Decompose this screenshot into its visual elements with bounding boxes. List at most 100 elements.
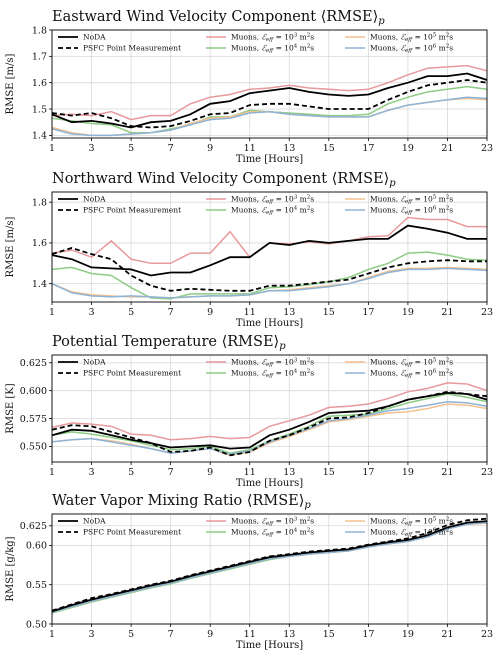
legend-label-psfc: PSFC Point Measurement: [83, 206, 181, 215]
chart-title-subscript: p: [389, 178, 396, 189]
legend: NoDA PSFC Point Measurement Muons, ℰeff = …: [58, 358, 453, 380]
x-tick-label: 13: [283, 629, 295, 640]
series-line-psfc: [52, 390, 487, 457]
x-tick-label: 21: [441, 307, 453, 318]
y-tick-label: 0.625: [20, 358, 47, 369]
x-tick-label: 21: [441, 467, 453, 478]
x-tick-label: 5: [128, 307, 134, 318]
x-tick-label: 3: [89, 143, 95, 154]
x-tick-label: 11: [244, 143, 256, 154]
chart-title-subscript: p: [279, 341, 286, 352]
y-tick-label: 1.4: [32, 279, 47, 290]
chart-panel-4: Water Vapor Mixing Ratio ⟨RMSE⟩p1 3 5 7 9 11 1…: [5, 493, 493, 651]
legend-label-muons_1e6: Muons, ℰeff = 106 m2s: [370, 44, 453, 55]
series-line-muons_1e3: [52, 64, 487, 121]
series-line-muons_1e4: [52, 393, 487, 454]
series-line-muons_1e5: [52, 97, 487, 137]
y-axis-label: RMSE [g/kg]: [5, 536, 16, 601]
series-line-muons_1e3: [52, 216, 487, 265]
chart-panel-3: Potential Temperature ⟨RMSE⟩p1 3 5 7 9 11 13 15…: [5, 334, 493, 489]
series-line-muons_1e6: [52, 267, 487, 299]
y-tick-label: 0.575: [20, 414, 47, 425]
legend-label-muons_1e5: Muons, ℰeff = 105 m2s: [370, 33, 453, 44]
x-tick-label: 19: [402, 143, 414, 154]
series-line-muons_1e3: [52, 382, 487, 441]
legend-label-muons_1e3: Muons, ℰeff = 103 m2s: [231, 517, 314, 528]
chart-panel-2: Northward Wind Velocity Component ⟨RMSE⟩…: [5, 171, 493, 329]
x-tick-label: 11: [244, 307, 256, 318]
series-line-noda: [52, 520, 487, 613]
legend-label-noda: NoDA: [83, 33, 106, 42]
series-line-muons_1e5: [52, 403, 487, 457]
x-tick-label: 7: [168, 307, 174, 318]
x-tick-label: 21: [441, 143, 453, 154]
legend-label-muons_1e4: Muons, ℰeff = 104 m2s: [231, 528, 314, 539]
legend-label-muons_1e6: Muons, ℰeff = 106 m2s: [370, 369, 453, 380]
x-tick-label: 9: [207, 467, 213, 478]
x-tick-label: 15: [323, 307, 335, 318]
x-tick-label: 11: [244, 467, 256, 478]
legend-label-muons_1e3: Muons, ℰeff = 103 m2s: [231, 195, 314, 206]
x-tick-label: 19: [402, 307, 414, 318]
chart-title-subscript: p: [378, 16, 385, 27]
y-tick-label: 1.8: [32, 25, 47, 36]
x-tick-label: 7: [168, 467, 174, 478]
y-tick-label: 0.550: [20, 442, 47, 453]
x-tick-label: 13: [283, 143, 295, 154]
y-tick-label: 1.8: [32, 197, 47, 208]
legend-label-psfc: PSFC Point Measurement: [83, 528, 181, 537]
x-tick-label: 3: [89, 307, 95, 318]
legend-label-psfc: PSFC Point Measurement: [83, 44, 181, 53]
series-line-muons_1e6: [52, 96, 487, 137]
chart-title-subscript: p: [304, 500, 311, 511]
x-tick-label: 1: [49, 467, 55, 478]
y-axis-label: RMSE [m/s]: [5, 53, 16, 114]
series-line-muons_1e6: [52, 401, 487, 455]
y-tick-label: 0.625: [20, 521, 47, 532]
chart-title-main: Potential Temperature ⟨RMSE⟩: [52, 334, 279, 350]
x-tick-label: 17: [362, 467, 374, 478]
plot-frame: [51, 513, 488, 625]
x-tick-label: 23: [481, 629, 493, 640]
x-tick-label: 7: [168, 629, 174, 640]
series-line-muons_1e4: [52, 251, 487, 300]
series-line-muons_1e4: [52, 85, 487, 134]
x-axis-label: Time [Hours]: [236, 478, 303, 489]
chart-title: Northward Wind Velocity Component ⟨RMSE⟩…: [52, 171, 396, 189]
x-tick-label: 9: [207, 629, 213, 640]
legend-label-muons_1e5: Muons, ℰeff = 105 m2s: [370, 517, 453, 528]
series-line-muons_1e5: [52, 266, 487, 299]
chart-title-main: Northward Wind Velocity Component ⟨RMSE⟩: [52, 171, 389, 187]
x-axis-label: Time [Hours]: [236, 318, 303, 329]
x-axis-label: Time [Hours]: [236, 154, 303, 165]
y-tick-label: 0.60: [26, 541, 47, 552]
y-tick-label: 1.6: [32, 78, 47, 89]
legend-label-muons_1e3: Muons, ℰeff = 103 m2s: [231, 33, 314, 44]
legend-label-muons_1e4: Muons, ℰeff = 104 m2s: [231, 206, 314, 217]
x-tick-label: 19: [402, 629, 414, 640]
series-line-muons_1e6: [52, 521, 487, 613]
x-tick-label: 13: [283, 467, 295, 478]
chart-title: Eastward Wind Velocity Component ⟨RMSE⟩p: [52, 9, 385, 27]
series-line-noda: [52, 224, 487, 277]
x-tick-label: 5: [128, 467, 134, 478]
legend-label-noda: NoDA: [83, 358, 106, 367]
legend: NoDA PSFC Point Measurement Muons, ℰeff = …: [58, 33, 453, 55]
x-tick-label: 1: [49, 307, 55, 318]
legend-label-noda: NoDA: [83, 517, 106, 526]
x-axis-label: Time [Hours]: [236, 640, 303, 651]
x-tick-label: 21: [441, 629, 453, 640]
x-tick-label: 23: [481, 467, 493, 478]
x-tick-label: 1: [49, 629, 55, 640]
series-line-psfc: [52, 79, 487, 129]
legend-label-muons_1e4: Muons, ℰeff = 104 m2s: [231, 369, 314, 380]
x-tick-label: 3: [89, 467, 95, 478]
x-tick-label: 5: [128, 143, 134, 154]
series-line-psfc: [52, 247, 487, 292]
x-tick-label: 13: [283, 307, 295, 318]
y-tick-label: 0.50: [26, 619, 47, 630]
chart-title: Potential Temperature ⟨RMSE⟩p: [52, 334, 286, 352]
plot-frame: [51, 191, 488, 303]
chart-title-main: Eastward Wind Velocity Component ⟨RMSE⟩: [52, 9, 378, 25]
